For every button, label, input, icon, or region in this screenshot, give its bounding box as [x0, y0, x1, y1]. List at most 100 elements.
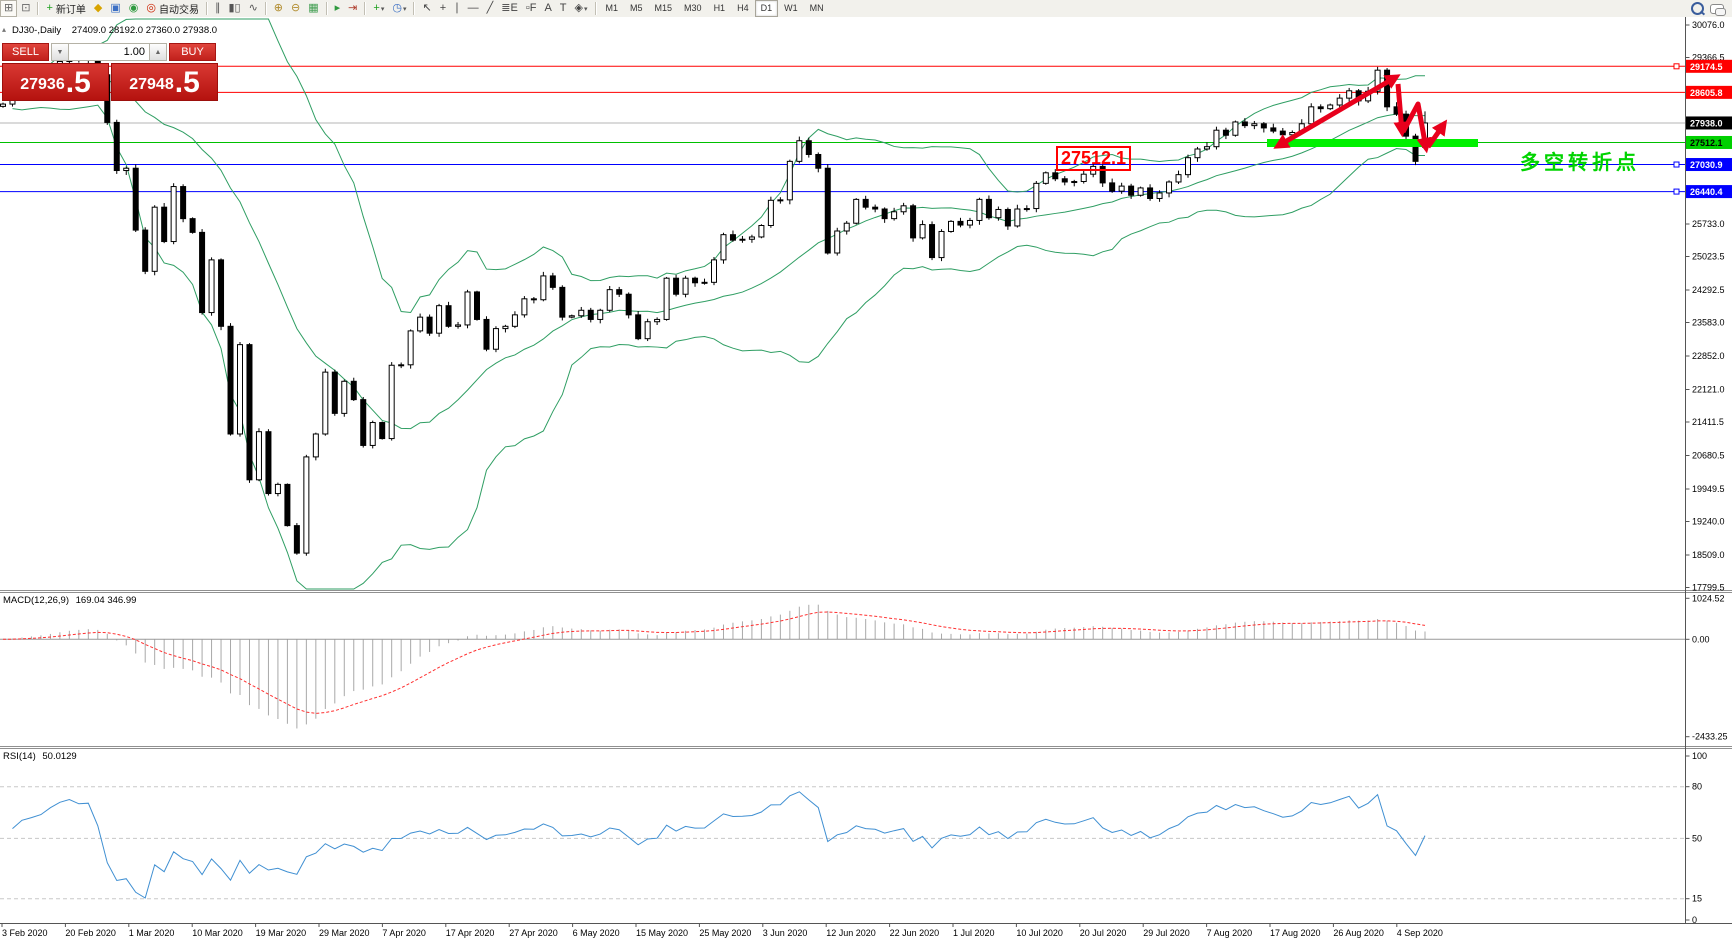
- trendline-icon[interactable]: ╱: [483, 0, 498, 17]
- price-tag: [1686, 85, 1732, 99]
- terminal-icon[interactable]: ▣: [106, 0, 124, 17]
- svg-text:27938.0: 27938.0: [1690, 118, 1723, 128]
- timeframe-h1[interactable]: H1: [713, 3, 726, 13]
- svg-text:17 Aug 2020: 17 Aug 2020: [1270, 928, 1321, 938]
- text-icon[interactable]: A: [540, 0, 555, 17]
- svg-text:4 Sep 2020: 4 Sep 2020: [1397, 928, 1443, 938]
- vertical-line-icon[interactable]: ∣: [450, 0, 464, 17]
- line-chart-icon: ∿: [248, 2, 258, 14]
- price-tag: [1686, 158, 1732, 172]
- svg-text:10 Mar 2020: 10 Mar 2020: [192, 928, 243, 938]
- new-order-button-label: 新订单: [55, 5, 86, 16]
- svg-text:19949.5: 19949.5: [1692, 484, 1725, 494]
- timeframe-mn[interactable]: MN: [809, 3, 824, 13]
- auto-scroll-icon[interactable]: ▸: [331, 0, 345, 17]
- svg-text:50: 50: [1692, 833, 1702, 843]
- svg-text:17 Apr 2020: 17 Apr 2020: [446, 928, 495, 938]
- candlestick-chart-icon: ▮▯: [228, 2, 241, 14]
- turning-point-note-text[interactable]: 多空转折点: [1520, 152, 1640, 174]
- autotrading-button: ◎: [146, 2, 156, 14]
- buy-button[interactable]: BUY: [169, 43, 216, 61]
- svg-text:29 Mar 2020: 29 Mar 2020: [319, 928, 370, 938]
- chart-area[interactable]: 30076.0 29366.5 25733.0 25023.5 24292.5 23583…: [0, 17, 1732, 940]
- terminal-icon: ▣: [110, 2, 121, 14]
- zoom-in-icon[interactable]: ⊕: [270, 0, 287, 17]
- svg-text:15 May 2020: 15 May 2020: [636, 928, 688, 938]
- buy-price-int: 27948: [129, 76, 174, 93]
- svg-text:26440.4: 26440.4: [1690, 187, 1723, 197]
- timeframe-d1[interactable]: D1: [754, 0, 779, 17]
- periods-icon-dropdown[interactable]: ▾: [402, 5, 407, 13]
- periods-icon[interactable]: ◷ ▾: [388, 0, 410, 17]
- support-zone-bar[interactable]: [1267, 139, 1478, 147]
- fibo-expansion-icon[interactable]: ▫F: [522, 0, 541, 17]
- svg-text:21411.5: 21411.5: [1692, 417, 1724, 427]
- arrows-tool-icon-dropdown[interactable]: ▾: [583, 5, 588, 13]
- print-preview-icon[interactable]: ⊡: [17, 0, 34, 17]
- svg-text:7 Apr 2020: 7 Apr 2020: [382, 928, 426, 938]
- one-click-trading-panel: SELL ▼ ▲ BUY 27936 .5 27948 .5: [2, 43, 218, 101]
- volume-input[interactable]: [69, 43, 149, 61]
- signal-icon[interactable]: ◉: [125, 0, 143, 17]
- tile-windows-icon[interactable]: ▦: [304, 0, 322, 17]
- horizontal-line-icon[interactable]: —: [464, 0, 483, 17]
- candlestick-chart-icon[interactable]: ▮▯: [224, 0, 244, 17]
- rsi-pane: [0, 786, 1686, 900]
- search-icon[interactable]: [1691, 2, 1704, 15]
- timeframe-m5[interactable]: M5: [630, 3, 643, 13]
- arrows-tool-icon[interactable]: ◈ ▾: [571, 0, 592, 17]
- svg-text:6 May 2020: 6 May 2020: [573, 928, 620, 938]
- price-tag: [1686, 135, 1732, 149]
- sell-price-button[interactable]: 27936 .5: [2, 63, 109, 101]
- timeframe-w1[interactable]: W1: [784, 3, 798, 13]
- marketwatch-icon[interactable]: ◆: [90, 0, 106, 17]
- timeframe-h4[interactable]: H4: [737, 3, 749, 13]
- timeframe-m15[interactable]: M15: [654, 3, 673, 13]
- bar-chart-icon[interactable]: ∥: [211, 0, 225, 17]
- chart-shift-icon[interactable]: ⇥: [344, 0, 361, 17]
- indicators-icon[interactable]: + ▾: [369, 0, 388, 17]
- sell-button[interactable]: SELL: [2, 43, 49, 61]
- trend-arrow-3[interactable]: [1425, 119, 1448, 149]
- autotrading-button-label: 自动交易: [158, 5, 199, 16]
- chart-canvas[interactable]: 30076.0 29366.5 25733.0 25023.5 24292.5 23583…: [0, 17, 1732, 940]
- rsi-value: 50.0129: [42, 751, 77, 762]
- tile-windows-icon: ▦: [308, 2, 319, 14]
- svg-text:12 Jun 2020: 12 Jun 2020: [826, 928, 876, 938]
- svg-text:17799.5: 17799.5: [1692, 583, 1725, 593]
- chat-icon[interactable]: [1710, 3, 1726, 16]
- timeframe-m30[interactable]: M30: [684, 3, 702, 13]
- new-order-button[interactable]: + 新订单: [42, 0, 89, 17]
- turning-point-price-label[interactable]: 27512.1: [1056, 146, 1132, 171]
- svg-text:25733.0: 25733.0: [1692, 219, 1725, 229]
- rsi-label: RSI(14) 50.0129: [3, 751, 77, 762]
- timeframe-m1[interactable]: M1: [605, 3, 619, 13]
- autotrading-button[interactable]: ◎ 自动交易: [142, 0, 203, 17]
- chart-shift-icon: ⇥: [348, 2, 358, 14]
- line-chart-icon[interactable]: ∿: [245, 0, 262, 17]
- macd-values: 169.04 346.99: [75, 595, 137, 606]
- svg-text:28605.8: 28605.8: [1690, 88, 1723, 98]
- volume-down-button[interactable]: ▼: [51, 43, 69, 61]
- ohlc-values: 27409.0 28192.0 27360.0 27938.0: [71, 25, 218, 36]
- fibonacci-icon[interactable]: ≣E: [497, 0, 522, 17]
- sell-price-dec: .5: [65, 66, 91, 99]
- trend-arrow-2[interactable]: [1400, 101, 1432, 154]
- svg-text:80: 80: [1692, 782, 1702, 792]
- zoom-out-icon: ⊖: [291, 2, 301, 14]
- svg-text:20 Jul 2020: 20 Jul 2020: [1080, 928, 1127, 938]
- drawn-objects-layer[interactable]: [1267, 74, 1478, 154]
- arrows-tool-icon: ◈: [574, 2, 583, 14]
- trend-arrow-1[interactable]: [1393, 83, 1409, 138]
- sell-price-int: 27936: [20, 76, 65, 93]
- zoom-out-icon[interactable]: ⊖: [287, 0, 304, 17]
- buy-price-button[interactable]: 27948 .5: [111, 63, 218, 101]
- volume-up-button[interactable]: ▲: [149, 43, 167, 61]
- one-click-collapse-icon[interactable]: ▴: [2, 25, 7, 34]
- text-label-icon[interactable]: T: [556, 0, 571, 17]
- indicators-icon-dropdown[interactable]: ▾: [380, 5, 385, 13]
- new-chart-icon[interactable]: ⊞: [0, 0, 18, 17]
- trend-arrow-0[interactable]: [1273, 74, 1401, 149]
- crosshair-icon[interactable]: +: [436, 0, 450, 17]
- cursor-icon[interactable]: ↖: [418, 0, 435, 17]
